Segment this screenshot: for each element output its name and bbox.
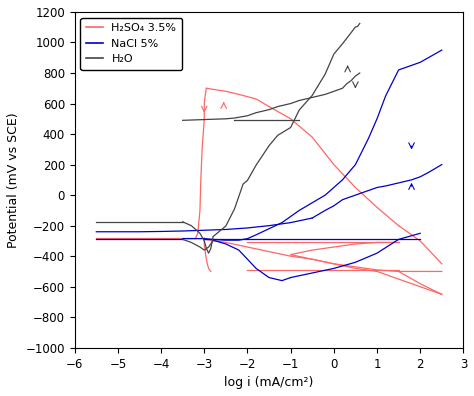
Y-axis label: Potential (mV vs SCE): Potential (mV vs SCE) <box>7 112 20 248</box>
Legend: H₂SO₄ 3.5%, NaCl 5%, H₂O: H₂SO₄ 3.5%, NaCl 5%, H₂O <box>80 17 182 70</box>
X-axis label: log i (mA/cm²): log i (mA/cm²) <box>224 376 314 389</box>
